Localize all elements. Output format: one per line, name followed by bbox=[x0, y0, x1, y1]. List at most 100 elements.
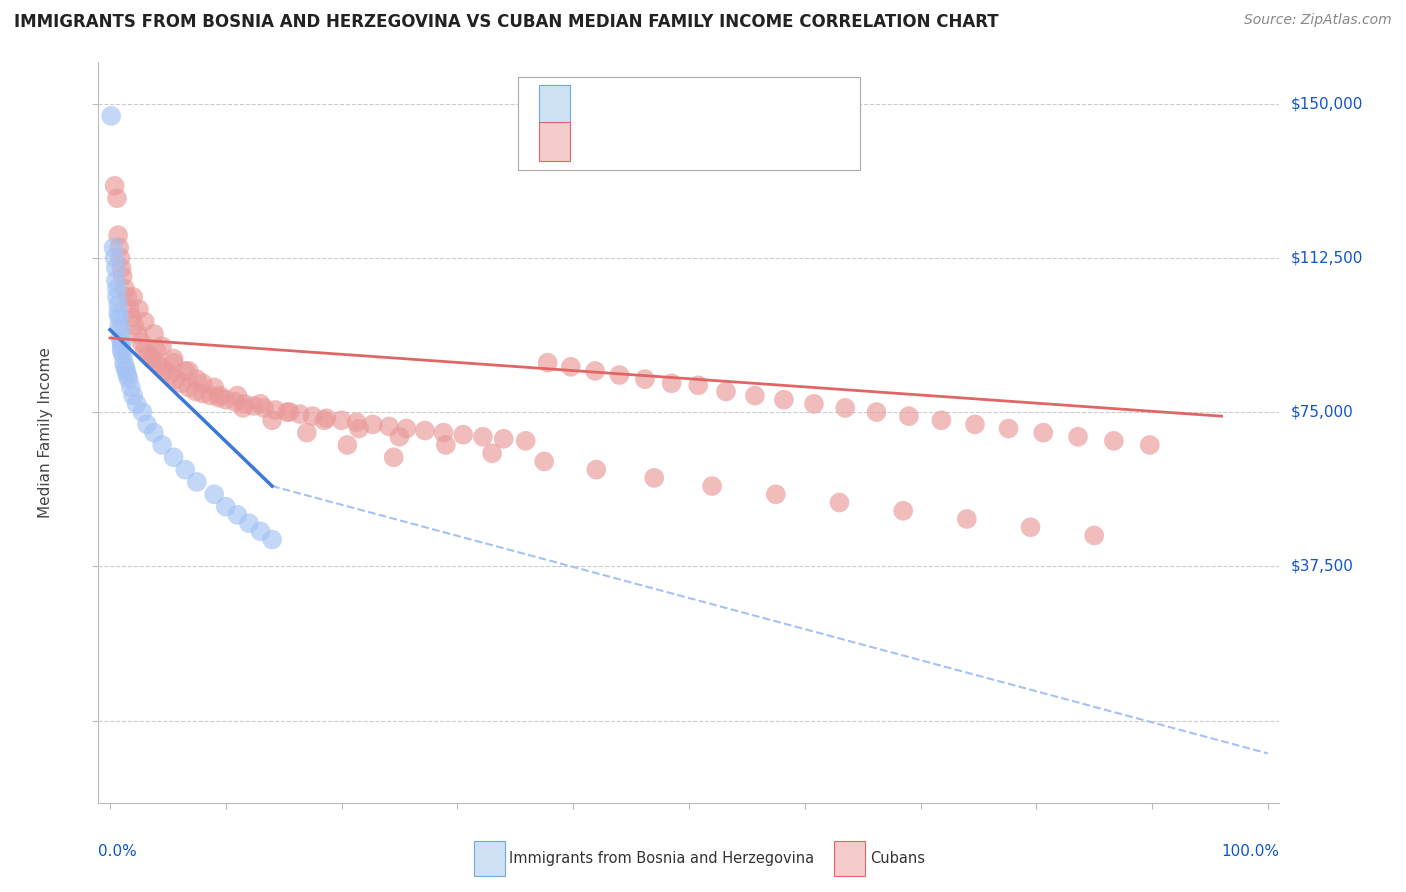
Point bbox=[105, 290, 128, 304]
Point bbox=[107, 298, 129, 312]
Point bbox=[537, 356, 560, 370]
Point bbox=[124, 318, 146, 333]
Text: 0.0%: 0.0% bbox=[98, 844, 138, 858]
Point bbox=[177, 364, 200, 378]
Point bbox=[773, 392, 796, 407]
Point bbox=[165, 372, 187, 386]
Point bbox=[108, 310, 131, 325]
Text: 100.0%: 100.0% bbox=[1222, 844, 1279, 858]
Point bbox=[184, 384, 207, 399]
Point bbox=[238, 516, 260, 530]
Point bbox=[115, 364, 138, 378]
Point bbox=[1067, 430, 1090, 444]
Point bbox=[224, 394, 246, 409]
Point bbox=[108, 240, 131, 255]
Point bbox=[336, 438, 359, 452]
Point bbox=[110, 323, 132, 337]
Point bbox=[200, 388, 222, 402]
Point bbox=[931, 413, 953, 427]
Point bbox=[249, 397, 271, 411]
Point bbox=[249, 524, 271, 539]
Point bbox=[803, 397, 825, 411]
Point bbox=[129, 335, 152, 350]
Point bbox=[105, 282, 128, 296]
Text: $150,000: $150,000 bbox=[1291, 96, 1362, 112]
Point bbox=[378, 419, 401, 434]
Point bbox=[110, 343, 132, 358]
Point bbox=[170, 376, 193, 391]
Point bbox=[177, 380, 200, 394]
Point bbox=[134, 343, 156, 358]
Point bbox=[585, 462, 607, 476]
FancyBboxPatch shape bbox=[834, 840, 865, 876]
Point bbox=[117, 368, 139, 382]
Point bbox=[163, 450, 186, 465]
Point bbox=[155, 364, 177, 378]
Point bbox=[891, 504, 914, 518]
Point bbox=[110, 331, 132, 345]
Point bbox=[150, 339, 173, 353]
Point bbox=[276, 405, 298, 419]
Point bbox=[963, 417, 986, 432]
Point bbox=[103, 240, 125, 255]
Text: 107: 107 bbox=[772, 134, 801, 149]
Point bbox=[361, 417, 384, 432]
Point bbox=[114, 282, 136, 296]
Point bbox=[134, 314, 156, 328]
Point bbox=[128, 302, 150, 317]
Point bbox=[295, 425, 318, 440]
Point bbox=[107, 228, 129, 243]
Point bbox=[388, 430, 411, 444]
Point bbox=[382, 450, 405, 465]
Text: N =: N = bbox=[718, 134, 755, 149]
Point bbox=[560, 359, 582, 374]
Point bbox=[828, 495, 851, 509]
Point bbox=[700, 479, 723, 493]
Point bbox=[163, 351, 186, 366]
Point bbox=[143, 326, 166, 341]
Point bbox=[191, 376, 214, 391]
FancyBboxPatch shape bbox=[517, 78, 860, 169]
Point bbox=[264, 403, 287, 417]
Point bbox=[107, 306, 129, 320]
Point bbox=[117, 372, 139, 386]
Point bbox=[100, 109, 122, 123]
Point bbox=[583, 364, 606, 378]
Point bbox=[330, 413, 353, 427]
Point bbox=[226, 388, 249, 402]
Point bbox=[492, 432, 515, 446]
Point bbox=[149, 359, 172, 374]
Point bbox=[122, 388, 145, 402]
Point bbox=[145, 343, 167, 358]
Point bbox=[118, 302, 141, 317]
Point bbox=[314, 413, 336, 427]
Point bbox=[208, 388, 231, 402]
Text: -0.220: -0.220 bbox=[636, 134, 688, 149]
Point bbox=[174, 462, 197, 476]
Point bbox=[481, 446, 503, 460]
Point bbox=[121, 310, 143, 325]
Point bbox=[150, 438, 173, 452]
Point bbox=[865, 405, 887, 419]
Point bbox=[112, 356, 135, 370]
Point bbox=[104, 251, 127, 265]
Text: Median Family Income: Median Family Income bbox=[38, 347, 53, 518]
Point bbox=[997, 421, 1019, 435]
Point bbox=[1102, 434, 1125, 448]
Point bbox=[110, 251, 132, 265]
Point bbox=[688, 378, 710, 392]
Text: R =: R = bbox=[581, 97, 616, 112]
Point bbox=[108, 318, 131, 333]
Text: $37,500: $37,500 bbox=[1291, 558, 1354, 574]
Point bbox=[395, 421, 418, 435]
Text: R =: R = bbox=[581, 134, 616, 149]
Point bbox=[122, 290, 145, 304]
Point bbox=[104, 261, 127, 276]
Point bbox=[111, 269, 134, 284]
Point bbox=[110, 335, 132, 350]
Point bbox=[215, 500, 238, 514]
Point bbox=[208, 391, 231, 405]
Point bbox=[232, 401, 254, 415]
Point bbox=[451, 427, 474, 442]
Point bbox=[215, 392, 238, 407]
